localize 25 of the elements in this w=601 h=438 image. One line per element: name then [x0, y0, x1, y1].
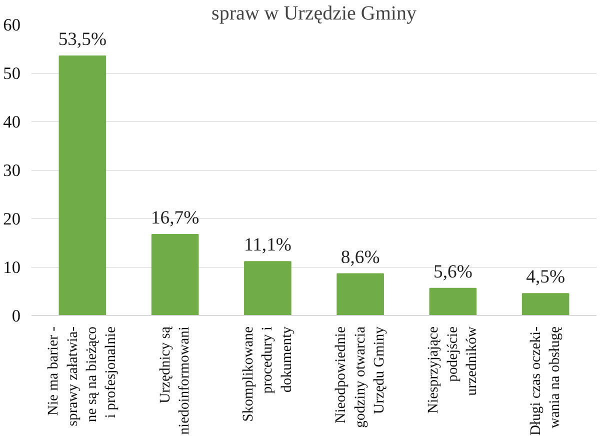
data-label: 8,6%	[340, 246, 380, 268]
chart-title: spraw w Urzędzie Gminy	[212, 2, 416, 24]
x-tick-label: Długi czas oczeki- wania na obsługę	[528, 326, 564, 436]
data-label: 16,7%	[150, 208, 200, 229]
y-tick-label: 60	[3, 16, 20, 34]
x-tick-label: Nie ma barier - sprawy załatwia- ne są na bieżąco i profesjonalnie	[46, 326, 120, 426]
y-tick-label: 10	[3, 258, 20, 277]
bar	[244, 261, 292, 316]
bar	[522, 293, 570, 316]
bar	[429, 288, 477, 316]
x-tick-label: Niesprzyjające podejście urzedników	[426, 326, 480, 414]
y-tick-label: 40	[3, 112, 20, 132]
y-tick-label: 50	[3, 64, 20, 83]
y-tick-label: 20	[3, 210, 20, 228]
bar	[336, 273, 384, 316]
data-label: 4,5%	[526, 266, 565, 288]
bar	[151, 234, 199, 316]
y-tick-label: 30	[3, 161, 20, 180]
data-label: 53,5%	[58, 29, 107, 50]
data-label: 11,1%	[244, 234, 292, 256]
x-tick-label: Urzędnicy są niedoinformowani	[157, 326, 193, 435]
data-label: 5,6%	[434, 261, 472, 282]
bar	[58, 56, 106, 316]
x-tick-label: Skomplikowane procedury i dokumenty	[240, 326, 295, 422]
y-tick-label: 0	[12, 306, 21, 326]
